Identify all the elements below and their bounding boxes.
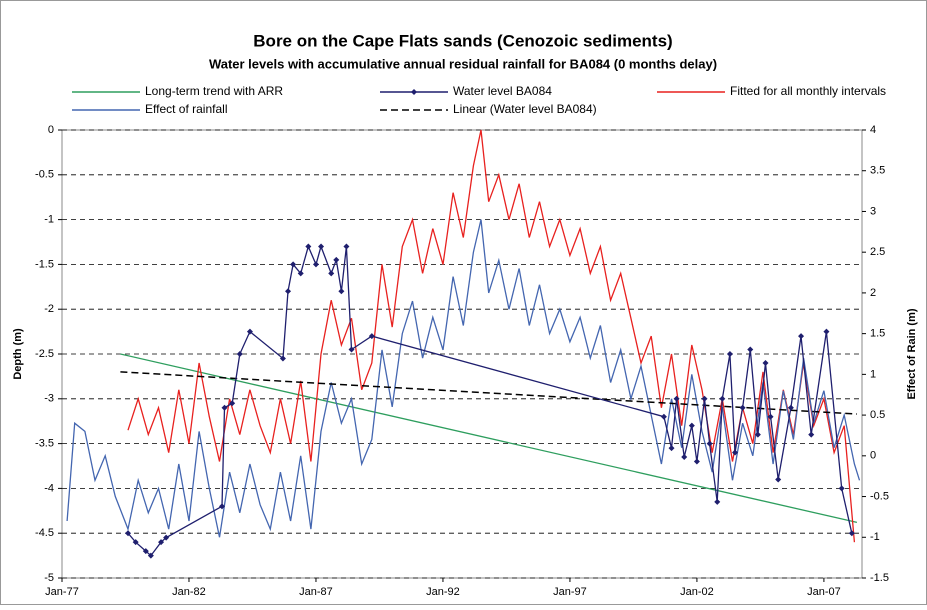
y2-tick-label: 0 [870,450,876,462]
x-tick-label: Jan-82 [172,586,206,598]
data-point [132,539,139,546]
y2-tick-label: 3 [870,205,876,217]
data-point [762,359,769,366]
data-point [747,346,754,353]
chart-subtitle: Water levels with accumulative annual re… [209,56,717,71]
y-tick-label: -2 [44,303,54,315]
y-tick-label: -3.5 [35,438,54,450]
y-tick-label: -4.5 [35,527,54,539]
data-point [368,333,375,340]
data-point [285,288,292,295]
y2-axis-label: Effect of Rain (m) [906,308,918,399]
x-tick-label: Jan-77 [45,586,79,598]
data-point [147,552,154,559]
y-tick-label: -0.5 [35,169,54,181]
data-point [246,328,253,335]
data-point [798,333,805,340]
legend-label: Long-term trend with ARR [145,84,283,98]
y2-tick-label: 1 [870,368,876,380]
data-point [312,261,319,268]
x-tick-label: Jan-02 [680,586,714,598]
data-point [305,243,312,250]
data-point [279,355,286,362]
x-tick-label: Jan-07 [807,586,841,598]
legend-label: Effect of rainfall [145,102,228,116]
y2-tick-label: -1 [870,531,880,543]
y2-tick-label: 0.5 [870,409,885,421]
data-point [808,431,815,438]
y-tick-label: -4 [44,482,54,494]
series-line [120,353,858,524]
data-point [719,395,726,402]
legend-label: Fitted for all monthly intervals [730,84,886,98]
data-point [673,395,680,402]
chart-title: Bore on the Cape Flats sands (Cenozoic s… [253,31,672,50]
legend-label: Linear (Water level BA084) [453,102,597,116]
data-point [714,498,721,505]
data-point [290,261,297,268]
data-point [706,440,713,447]
data-point [318,243,325,250]
series-line [66,219,861,538]
y2-tick-label: 1.5 [870,328,885,340]
y2-tick-label: 4 [870,124,876,136]
data-point [348,346,355,353]
y-tick-label: -1.5 [35,258,54,270]
data-point [229,400,236,407]
data-point [668,445,675,452]
data-point [219,503,225,510]
data-point [775,476,782,483]
data-point [787,404,794,411]
data-point [701,395,708,402]
data-point [838,485,845,492]
y2-tick-label: 2 [870,287,876,299]
legend-marker [411,89,417,95]
data-point [142,548,149,555]
data-point [754,431,761,438]
x-tick-label: Jan-87 [299,586,333,598]
data-point [693,458,700,465]
y-axis-label: Depth (m) [12,328,24,380]
data-point [328,270,335,277]
data-point [767,413,774,420]
data-point [343,243,350,250]
data-point [158,539,165,546]
y2-tick-label: 2.5 [870,246,885,258]
data-point [333,256,340,263]
data-point [726,351,733,357]
x-tick-label: Jan-92 [426,586,460,598]
series-line [127,129,856,543]
data-point [660,413,667,420]
y-tick-label: -1 [44,214,54,226]
data-point [739,404,746,411]
data-point [681,454,688,461]
data-point [338,288,345,295]
series-line [120,371,857,415]
data-point [688,422,695,429]
x-tick-label: Jan-97 [553,586,587,598]
data-point [163,534,170,541]
y2-tick-label: 3.5 [870,165,885,177]
y-tick-label: 0 [48,124,54,136]
data-point [823,328,830,335]
data-point [236,351,243,357]
data-point [221,404,228,411]
y2-tick-label: -0.5 [870,490,889,502]
data-point [297,270,304,277]
legend-label: Water level BA084 [453,84,552,98]
y-tick-label: -3 [44,393,54,405]
y-tick-label: -2.5 [35,348,54,360]
data-point [848,530,855,537]
data-point [125,530,132,537]
data-point [732,449,739,456]
y2-tick-label: -1.5 [870,572,889,584]
y-tick-label: -5 [44,572,54,584]
